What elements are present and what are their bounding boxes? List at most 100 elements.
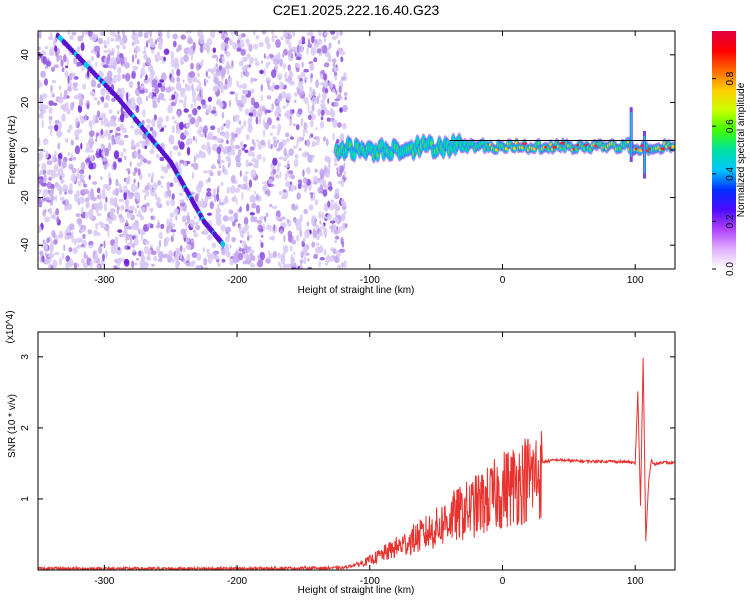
noise-blob bbox=[98, 221, 104, 226]
noise-blob bbox=[117, 229, 123, 233]
noise-blob bbox=[43, 174, 47, 183]
noise-blob bbox=[330, 109, 336, 118]
noise-blob bbox=[248, 112, 254, 117]
noise-blob bbox=[223, 123, 226, 127]
noise-blob bbox=[235, 127, 242, 135]
noise-blob bbox=[250, 56, 254, 64]
noise-blob bbox=[166, 181, 171, 191]
noise-blob bbox=[297, 108, 303, 115]
noise-blob bbox=[104, 57, 107, 64]
noise-blob bbox=[195, 224, 201, 231]
noise-blob bbox=[326, 138, 329, 147]
band-peak bbox=[380, 141, 384, 148]
noise-blob bbox=[44, 252, 47, 256]
noise-blob bbox=[109, 51, 115, 56]
snr-plot-area bbox=[38, 332, 675, 570]
noise-blob bbox=[143, 158, 148, 164]
noise-blob bbox=[332, 61, 336, 68]
noise-blob bbox=[283, 148, 287, 157]
noise-blob bbox=[203, 257, 208, 266]
noise-blob bbox=[224, 130, 230, 140]
noise-blob bbox=[289, 119, 293, 127]
noise-blob bbox=[127, 226, 133, 230]
noise-blob bbox=[212, 144, 216, 150]
noise-blob bbox=[144, 31, 147, 34]
noise-blob bbox=[309, 134, 311, 140]
noise-blob bbox=[222, 215, 229, 222]
noise-blob bbox=[243, 144, 247, 148]
snr-axes: -300 -200 -100 0 100 1 2 3 bbox=[20, 332, 675, 587]
noise-blob bbox=[297, 179, 303, 183]
noise-blob bbox=[187, 75, 193, 85]
noise-blob bbox=[46, 199, 52, 203]
noise-blob bbox=[67, 31, 71, 36]
noise-blob bbox=[147, 251, 150, 261]
noise-blob bbox=[324, 164, 327, 172]
noise-blob bbox=[193, 162, 199, 171]
noise-blob bbox=[38, 225, 42, 233]
noise-blob bbox=[220, 181, 224, 187]
noise-blob bbox=[186, 146, 191, 156]
noise-blob bbox=[235, 180, 238, 184]
noise-blob bbox=[165, 115, 169, 122]
noise-blob bbox=[51, 79, 57, 84]
noise-blob bbox=[251, 202, 257, 209]
noise-blob bbox=[185, 84, 192, 92]
spectrogram-x-tick-label: -200 bbox=[227, 275, 247, 286]
noise-blob bbox=[217, 262, 221, 267]
noise-blob bbox=[146, 160, 152, 165]
noise-blob bbox=[299, 228, 302, 238]
noise-blob bbox=[339, 248, 346, 253]
noise-blob bbox=[65, 255, 71, 262]
noise-blob bbox=[139, 229, 144, 235]
noise-blob bbox=[183, 108, 189, 113]
noise-blob bbox=[183, 161, 187, 167]
noise-blob bbox=[100, 87, 106, 96]
noise-blob bbox=[104, 129, 109, 137]
noise-blob bbox=[174, 93, 179, 98]
noise-blob bbox=[344, 96, 347, 101]
noise-blob bbox=[279, 58, 283, 67]
noise-blob bbox=[266, 42, 271, 50]
noise-blob bbox=[215, 72, 219, 78]
noise-blob bbox=[180, 88, 185, 98]
noise-blob bbox=[58, 230, 64, 239]
noise-blob bbox=[150, 215, 153, 220]
noise-blob bbox=[274, 174, 280, 179]
noise-blob bbox=[142, 109, 146, 118]
noise-blob bbox=[221, 55, 225, 64]
noise-blob bbox=[283, 48, 288, 56]
noise-blob bbox=[222, 84, 229, 91]
noise-blob bbox=[62, 184, 69, 193]
noise-blob bbox=[281, 216, 286, 220]
noise-blob bbox=[227, 158, 232, 167]
noise-blob bbox=[246, 53, 251, 60]
noise-blob bbox=[268, 253, 275, 259]
noise-blob bbox=[264, 121, 270, 130]
noise-blob bbox=[337, 122, 342, 128]
noise-blob bbox=[319, 73, 324, 80]
noise-blob bbox=[151, 49, 155, 54]
noise-blob bbox=[137, 168, 141, 176]
noise-blob bbox=[45, 150, 49, 159]
noise-blob bbox=[259, 251, 265, 261]
noise-blob bbox=[162, 166, 168, 173]
noise-blob bbox=[285, 263, 292, 269]
noise-blob bbox=[226, 139, 229, 145]
noise-blob bbox=[210, 68, 215, 75]
noise-blob bbox=[75, 117, 79, 123]
noise-blob bbox=[76, 128, 83, 134]
noise-blob bbox=[42, 188, 49, 196]
noise-blob bbox=[281, 91, 287, 99]
noise-blob bbox=[266, 188, 271, 197]
noise-blob bbox=[212, 163, 215, 169]
noise-blob bbox=[85, 254, 89, 260]
noise-blob bbox=[120, 106, 124, 115]
noise-blob bbox=[311, 215, 317, 223]
noise-blob bbox=[156, 153, 160, 159]
noise-blob bbox=[57, 168, 64, 176]
noise-blob bbox=[134, 262, 137, 266]
noise-blob bbox=[323, 37, 327, 43]
noise-blob bbox=[326, 213, 332, 221]
noise-blob bbox=[301, 61, 304, 68]
